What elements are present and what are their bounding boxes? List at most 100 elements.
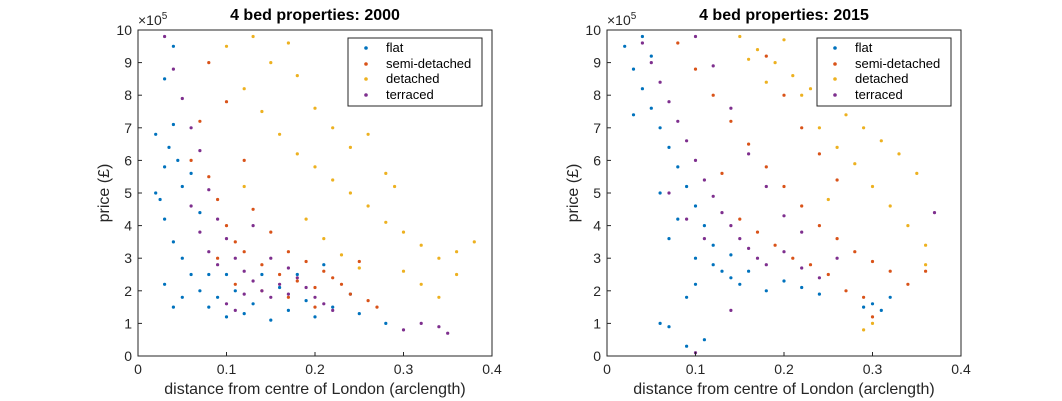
chart-2000-point-detached-9 [384, 220, 388, 224]
chart-2000-point-flat-13 [224, 315, 229, 319]
chart-2000-point-terraced-30 [286, 266, 290, 270]
chart-2000-ytick-label-6: 6 [124, 152, 132, 168]
chart-2015-point-detached-18 [906, 224, 910, 228]
chart-2015-points [623, 34, 937, 355]
chart-2015-point-flat-21 [870, 302, 875, 306]
chart-2000-title: 4 bed properties: 2000 [230, 7, 400, 24]
chart-2015-ytick-label-0: 0 [593, 348, 601, 364]
chart-2000-point-flat-4 [176, 158, 180, 162]
chart-2015-point-semi-detached-15 [738, 217, 742, 221]
chart-2000-point-semi-detached-7 [260, 263, 264, 267]
chart-2000-point-semi-detached-18 [322, 269, 326, 273]
chart-2000-xtick-label-1: 0.1 [217, 361, 237, 377]
chart-2000-point-semi-detached-6 [242, 250, 246, 254]
chart-2000-point-terraced-13 [278, 282, 282, 286]
chart-2000-point-terraced-16 [304, 285, 308, 290]
chart-2000-point-semi-detached-10 [313, 285, 317, 290]
chart-2015-point-semi-detached-7 [800, 204, 804, 208]
chart-2000-point-semi-detached-13 [366, 299, 370, 303]
chart-2000-xtick-label-2: 0.2 [305, 361, 325, 377]
chart-2015-ytick-label-2: 2 [593, 283, 601, 299]
chart-2000-point-detached-10 [401, 230, 406, 234]
chart-2000-point-flat-38 [322, 263, 326, 267]
chart-2015-point-flat-27 [649, 54, 653, 58]
chart-2015-point-detached-24 [870, 321, 875, 325]
chart-2000-point-flat-21 [207, 272, 211, 277]
chart-2015-point-terraced-30 [729, 308, 733, 312]
chart-2015-point-detached-13 [817, 126, 822, 130]
chart-2000-point-flat-35 [198, 211, 202, 215]
chart-2000: 0 0.1 0.2 0.3 0.4 0 1 2 3 4 5 6 7 8 9 10 4 bed properti… [96, 7, 502, 398]
chart-2015-legend: flat semi-detached detached terraced [816, 37, 952, 107]
chart-2015-point-flat-25 [685, 295, 689, 299]
chart-2000-point-terraced-31 [251, 224, 255, 228]
chart-2000-point-semi-detached-26 [233, 282, 237, 286]
chart-2015-point-flat-4 [658, 126, 662, 130]
chart-2015-point-terraced-4 [676, 119, 680, 123]
chart-2000-point-detached-3 [278, 132, 282, 136]
chart-2000-legend-marker-detached [364, 77, 368, 81]
chart-2000-point-detached-26 [304, 217, 308, 221]
chart-2000-ytick-label-5: 5 [124, 185, 132, 201]
chart-2000-point-detached-4 [295, 152, 299, 156]
chart-2015-point-semi-detached-17 [773, 243, 777, 247]
chart-2015-point-terraced-23 [782, 214, 786, 218]
chart-2015-point-terraced-28 [702, 237, 707, 241]
chart-2015-point-detached-10 [915, 171, 919, 175]
chart-2000-point-flat-6 [163, 77, 167, 81]
chart-2015-point-semi-detached-14 [924, 269, 928, 273]
chart-2015-point-semi-detached-23 [800, 126, 804, 130]
chart-2015-point-detached-25 [862, 328, 866, 332]
chart-2000-point-flat-34 [189, 171, 193, 175]
chart-2000-point-terraced-28 [216, 263, 220, 267]
chart-2000-point-detached-1 [242, 87, 246, 91]
chart-2000-point-semi-detached-14 [251, 207, 255, 211]
chart-2015-point-semi-detached-9 [835, 237, 839, 241]
chart-2000-point-terraced-15 [295, 276, 299, 280]
chart-2000-point-flat-8 [158, 197, 162, 202]
chart-2000-point-semi-detached-9 [295, 279, 299, 283]
chart-2015-ytick-label-10: 10 [585, 22, 601, 38]
chart-2000-point-flat-16 [286, 308, 290, 312]
chart-2000-point-detached-5 [313, 165, 317, 169]
chart-2015-point-semi-detached-8 [817, 224, 822, 228]
chart-2000-point-semi-detached-25 [216, 256, 220, 260]
chart-2015-point-detached-0 [738, 34, 742, 39]
chart-2000-ytick-label-9: 9 [124, 55, 132, 71]
chart-2000-point-semi-detached-19 [339, 282, 344, 286]
chart-2015-point-semi-detached-20 [826, 272, 830, 277]
chart-2015-point-flat-22 [879, 308, 883, 312]
chart-2015-point-semi-detached-16 [755, 230, 760, 234]
chart-2000-point-terraced-5 [207, 188, 211, 192]
chart-2015-point-semi-detached-18 [791, 256, 795, 260]
chart-2000-point-flat-26 [233, 289, 237, 293]
chart-2000-ytick-label-7: 7 [124, 120, 132, 136]
chart-2015-point-semi-detached-10 [853, 250, 857, 254]
chart-2000-point-flat-15 [269, 318, 273, 322]
chart-2015-point-terraced-7 [702, 178, 707, 182]
chart-2000-xtick-label-3: 0.3 [394, 361, 414, 377]
chart-2015-point-flat-9 [702, 224, 707, 228]
chart-2015-ytick-label-9: 9 [593, 55, 601, 71]
chart-2000-point-detached-21 [384, 171, 388, 175]
chart-2015-xtick-label-0: 0 [603, 361, 611, 377]
chart-2015-point-flat-3 [649, 106, 653, 110]
chart-2015-point-terraced-13 [755, 256, 760, 260]
chart-2000-point-semi-detached-1 [198, 119, 202, 123]
chart-2000-point-flat-19 [357, 312, 361, 316]
chart-2000-point-flat-3 [171, 122, 175, 127]
chart-2015-legend-terraced: terraced [855, 87, 903, 102]
chart-2015-point-semi-detached-0 [676, 41, 680, 45]
chart-2015-point-flat-17 [782, 279, 786, 283]
chart-2015-point-flat-35 [888, 295, 892, 299]
chart-2000-ylabel: price (£) [96, 164, 113, 223]
chart-2015-legend-marker-detached [833, 77, 837, 81]
chart-2000-point-flat-23 [260, 272, 264, 277]
chart-2015-point-semi-detached-6 [782, 184, 786, 189]
chart-2000-point-flat-32 [180, 256, 184, 260]
chart-2015-legend-marker-semi-detached [833, 62, 837, 66]
chart-2015-xlabel: distance from centre of London (arclengt… [633, 381, 935, 398]
chart-2000-point-flat-29 [304, 299, 308, 303]
chart-2000-ytick-label-3: 3 [124, 250, 132, 266]
